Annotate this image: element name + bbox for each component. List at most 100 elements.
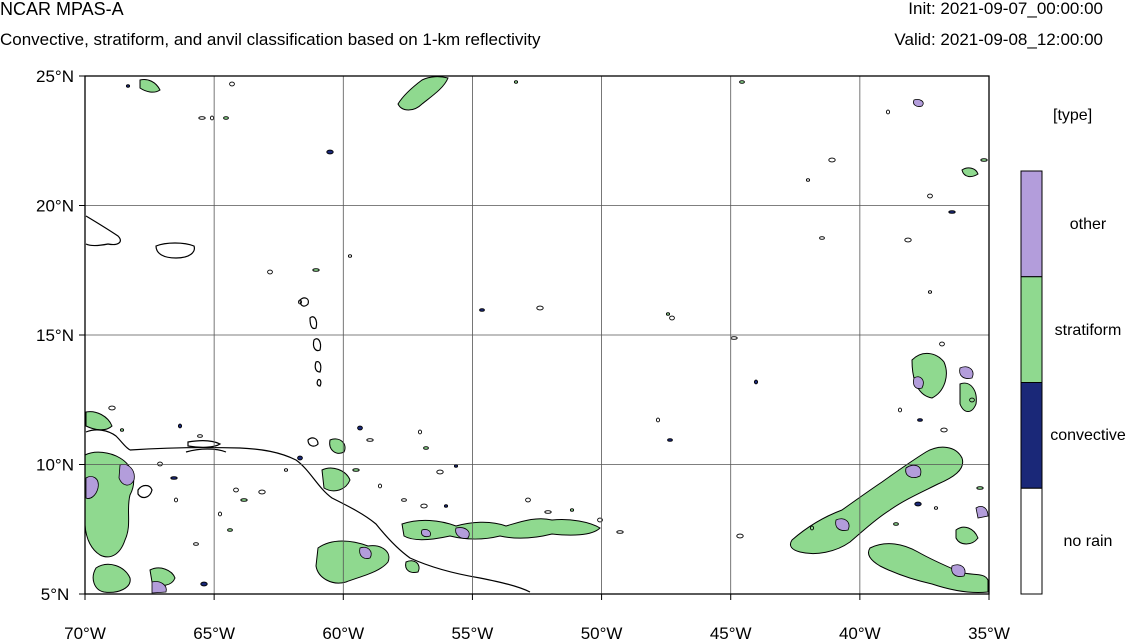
precip-cell bbox=[544, 510, 552, 514]
precip-cell bbox=[933, 506, 939, 510]
precip-cell bbox=[223, 116, 229, 120]
precip-cell bbox=[665, 312, 671, 316]
precip-cell bbox=[479, 308, 485, 312]
precip-cell bbox=[669, 315, 675, 321]
colorbar-title: [type] bbox=[1053, 107, 1093, 124]
axis-ticks: 70°W 65°W 60°W 55°W 50°W 45°W 40°W 35°W 5°N 10°N 1… bbox=[36, 67, 1010, 641]
precip-cell bbox=[969, 397, 975, 403]
precip-cell bbox=[229, 81, 235, 87]
precip-cell bbox=[897, 407, 903, 413]
precip-cell bbox=[885, 109, 891, 115]
longitude-tick-label: 35°W bbox=[968, 624, 1010, 641]
stratiform-patch bbox=[867, 543, 989, 593]
south-america-coastline bbox=[85, 429, 131, 451]
precip-cell bbox=[217, 511, 223, 517]
longitude-tick-label: 55°W bbox=[452, 624, 494, 641]
puerto-rico-island bbox=[155, 242, 195, 259]
precip-cell bbox=[569, 508, 575, 512]
precip-cell bbox=[357, 425, 363, 431]
precip-cell bbox=[917, 418, 923, 422]
bay-outline bbox=[185, 448, 227, 453]
other-patch bbox=[421, 529, 431, 538]
precip-cell bbox=[417, 429, 423, 435]
precip-cell bbox=[173, 497, 179, 503]
precip-cell bbox=[197, 434, 203, 438]
colorbar-swatch-no-rain bbox=[1020, 487, 1043, 595]
precip-cell bbox=[423, 446, 429, 450]
stratiform-patch bbox=[397, 76, 449, 111]
lesser-antilles bbox=[299, 297, 309, 307]
lesser-antilles bbox=[309, 316, 318, 330]
precip-cell bbox=[904, 237, 912, 243]
other-patch bbox=[455, 527, 470, 539]
latitude-tick-label: 20°N bbox=[36, 197, 74, 216]
stratiform-patch bbox=[789, 446, 964, 555]
other-patch bbox=[151, 581, 167, 594]
precip-cell bbox=[914, 501, 922, 507]
precip-cell bbox=[401, 498, 407, 502]
init-time: Init: 2021-09-07_00:00:00 bbox=[908, 0, 1103, 18]
precip-cell bbox=[297, 455, 303, 461]
precip-cell bbox=[939, 341, 945, 347]
other-patch bbox=[835, 518, 850, 531]
hispaniola-coastline bbox=[85, 215, 121, 247]
longitude-tick-label: 40°W bbox=[839, 624, 881, 641]
precip-cell bbox=[108, 405, 116, 411]
precip-cell bbox=[536, 305, 544, 311]
lesser-antilles bbox=[314, 361, 322, 373]
precip-cell bbox=[193, 542, 199, 546]
stratiform-patch bbox=[321, 467, 351, 492]
longitude-tick-label: 65°W bbox=[193, 624, 235, 641]
colorbar-label-other: other bbox=[1069, 215, 1107, 233]
venezuela-island bbox=[187, 440, 222, 448]
precip-cell bbox=[443, 504, 449, 508]
stratiform-patch bbox=[959, 382, 977, 412]
lesser-antilles bbox=[312, 338, 322, 352]
precip-cell bbox=[809, 525, 815, 531]
other-patch bbox=[975, 506, 989, 519]
other-patch bbox=[951, 564, 966, 577]
stratiform-patch bbox=[401, 518, 601, 541]
precip-cell bbox=[616, 530, 624, 534]
precip-cell bbox=[170, 476, 178, 480]
precip-cell bbox=[366, 438, 374, 442]
other-patch bbox=[359, 546, 372, 559]
precipitation-field bbox=[84, 76, 989, 594]
latitude-tick-label: 25°N bbox=[36, 67, 74, 86]
precip-cell bbox=[948, 210, 956, 214]
longitude-tick-label: 70°W bbox=[64, 624, 106, 641]
precip-cell bbox=[940, 427, 948, 433]
precip-cell bbox=[513, 80, 519, 84]
other-patch bbox=[959, 366, 974, 379]
precip-cell bbox=[893, 522, 899, 526]
precip-cell bbox=[736, 533, 744, 539]
precip-cell bbox=[200, 581, 208, 587]
stratiform-patch bbox=[911, 353, 947, 399]
precip-cell bbox=[377, 483, 383, 489]
precip-cell bbox=[739, 80, 745, 84]
scattered-cells bbox=[108, 80, 988, 587]
precip-cell bbox=[436, 469, 444, 475]
precip-cell bbox=[233, 487, 239, 493]
other-patch bbox=[913, 99, 924, 107]
precip-cell bbox=[420, 503, 428, 509]
precip-cell bbox=[347, 254, 353, 258]
precip-cell bbox=[667, 438, 673, 442]
precip-cell bbox=[819, 236, 825, 240]
precip-cell bbox=[227, 528, 233, 532]
precip-cell bbox=[267, 269, 273, 275]
colorbar-label-stratiform: stratiform bbox=[1054, 321, 1122, 339]
precip-cell bbox=[283, 468, 289, 472]
precip-cell bbox=[597, 517, 603, 523]
stratiform-patch bbox=[329, 438, 346, 454]
latitude-tick-label: 10°N bbox=[36, 456, 74, 475]
map-grid bbox=[85, 76, 989, 594]
stratiform-patch bbox=[961, 167, 979, 178]
stratiform-patch bbox=[139, 79, 161, 93]
precip-cell bbox=[927, 290, 933, 294]
lake-maracaibo bbox=[137, 484, 153, 499]
longitude-tick-label: 50°W bbox=[581, 624, 623, 641]
precip-cell bbox=[240, 498, 248, 502]
stratiform-patch bbox=[955, 526, 979, 545]
